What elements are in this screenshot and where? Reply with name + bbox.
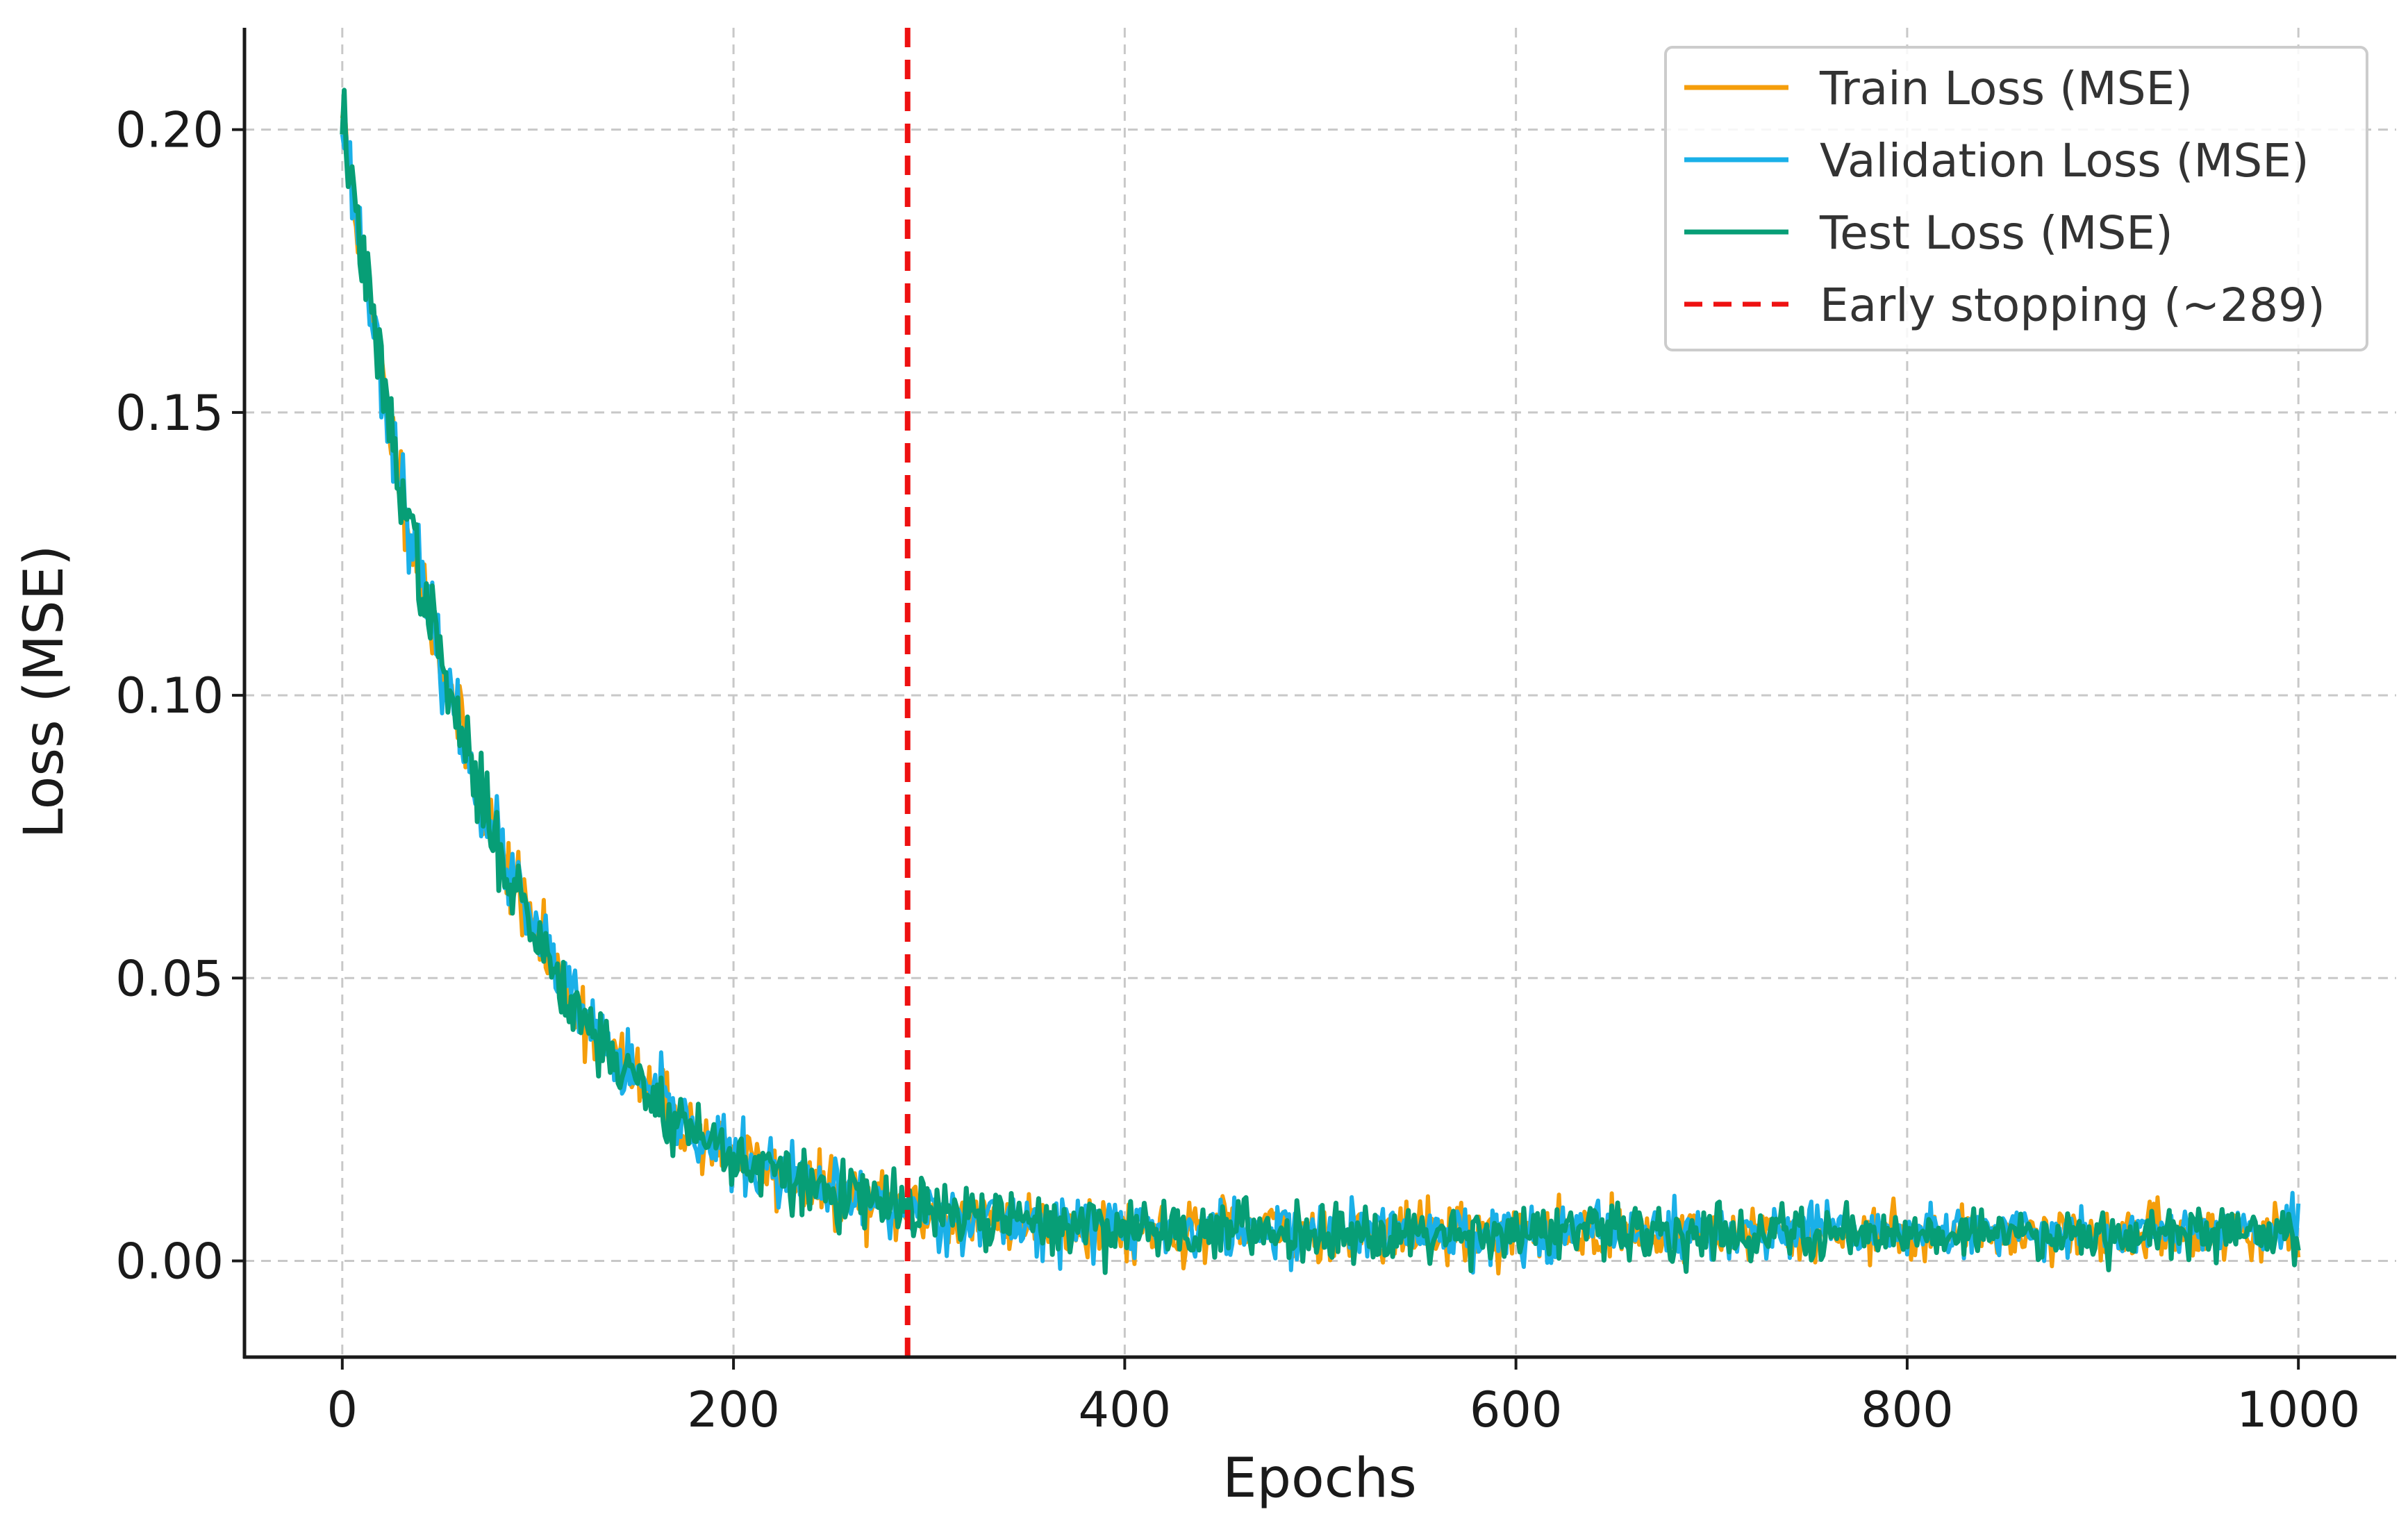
legend-label-train: Train Loss (MSE): [1819, 62, 2193, 115]
x-axis-label: Epochs: [1222, 1447, 1416, 1510]
x-tick-label: 400: [1079, 1381, 1172, 1438]
x-tick-label: 800: [1861, 1381, 1954, 1438]
legend-label-validation: Validation Loss (MSE): [1820, 134, 2309, 188]
legend-label-test: Test Loss (MSE): [1819, 206, 2173, 260]
x-tick-label: 200: [687, 1381, 780, 1438]
y-axis-label: Loss (MSE): [13, 545, 76, 839]
y-tick-label: 0.00: [115, 1233, 224, 1290]
y-tick-label: 0.05: [115, 950, 224, 1007]
y-tick-label: 0.10: [115, 667, 224, 724]
legend-label-early-stopping: Early stopping (~289): [1820, 279, 2325, 332]
x-tick-label: 600: [1470, 1381, 1563, 1438]
series-layer: [340, 88, 2301, 1276]
x-tick-label: 1000: [2236, 1381, 2360, 1438]
tick-layer: 0 200 400 600 800 1000 0.00 0.05 0.10 0.15 0.20: [115, 102, 2360, 1438]
series-line-test: [340, 88, 2301, 1275]
axes-layer: [242, 28, 2396, 1359]
y-tick-label: 0.20: [115, 102, 224, 159]
x-tick-label: 0: [327, 1381, 358, 1438]
legend: Train Loss (MSE) Validation Loss (MSE) T…: [1664, 46, 2368, 351]
y-tick-label: 0.15: [115, 385, 224, 442]
legend-box: [1664, 46, 2368, 351]
